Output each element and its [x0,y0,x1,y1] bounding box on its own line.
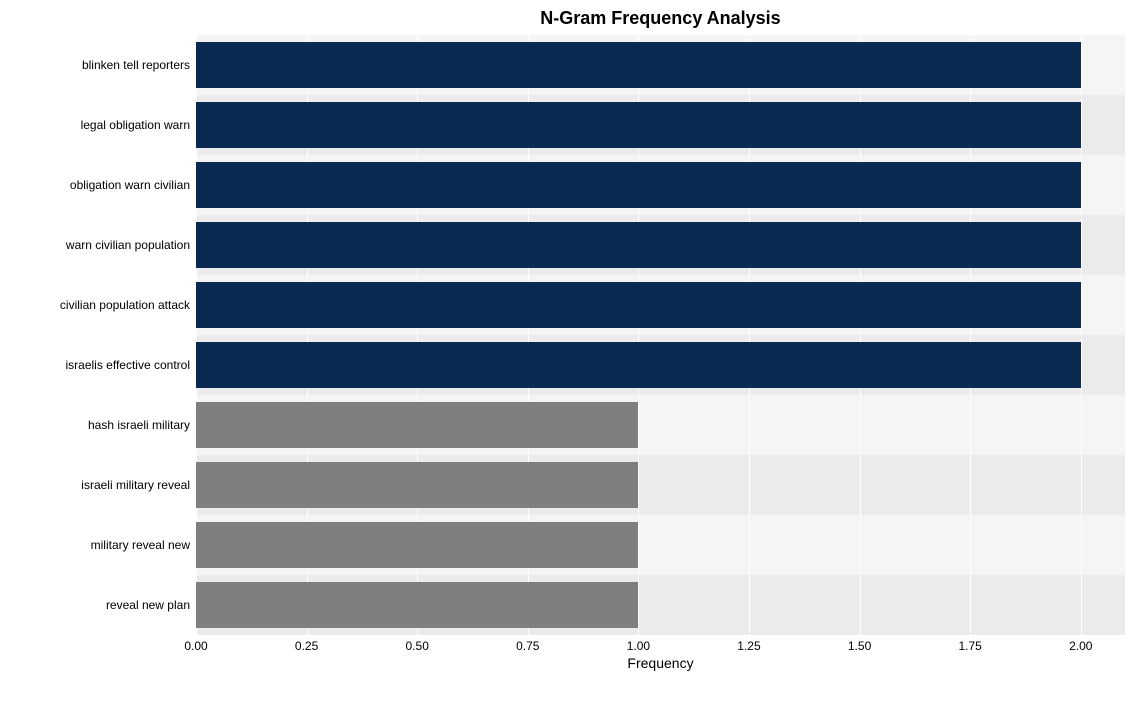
x-tick-label: 0.25 [295,639,318,653]
y-tick-label: military reveal new [6,515,196,575]
bar [196,42,1081,88]
x-tick-label: 2.00 [1069,639,1092,653]
bar [196,462,638,508]
y-tick-label: hash israeli military [6,395,196,455]
y-tick-label: israeli military reveal [6,455,196,515]
y-tick-label: civilian population attack [6,275,196,335]
chart-title: N-Gram Frequency Analysis [6,8,1125,29]
y-tick-label: warn civilian population [6,215,196,275]
gridline [1081,35,1082,635]
x-axis: 0.000.250.500.751.001.251.501.752.00 [196,635,1125,655]
x-tick-label: 1.25 [737,639,760,653]
plot-row: blinken tell reporterslegal obligation w… [6,35,1125,635]
bar-slot [196,575,1125,635]
y-tick-label: legal obligation warn [6,95,196,155]
x-tick-label: 1.75 [958,639,981,653]
y-axis-labels: blinken tell reporterslegal obligation w… [6,35,196,635]
y-tick-label: israelis effective control [6,335,196,395]
bar [196,222,1081,268]
bar-slot [196,35,1125,95]
bars-container [196,35,1125,635]
x-tick-label: 0.50 [406,639,429,653]
bar [196,402,638,448]
bar [196,342,1081,388]
x-tick-label: 0.00 [184,639,207,653]
x-tick-label: 1.00 [627,639,650,653]
y-tick-label: reveal new plan [6,575,196,635]
x-tick-label: 1.50 [848,639,871,653]
bar [196,162,1081,208]
bar-slot [196,215,1125,275]
bar-slot [196,335,1125,395]
y-tick-label: blinken tell reporters [6,35,196,95]
x-axis-title: Frequency [196,655,1125,671]
x-tick-label: 0.75 [516,639,539,653]
bar [196,102,1081,148]
bar [196,282,1081,328]
bar-slot [196,155,1125,215]
bar-slot [196,275,1125,335]
y-tick-label: obligation warn civilian [6,155,196,215]
bar-slot [196,95,1125,155]
bar-slot [196,515,1125,575]
plot-area [196,35,1125,635]
bar [196,522,638,568]
bar-slot [196,455,1125,515]
bar [196,582,638,628]
bar-slot [196,395,1125,455]
